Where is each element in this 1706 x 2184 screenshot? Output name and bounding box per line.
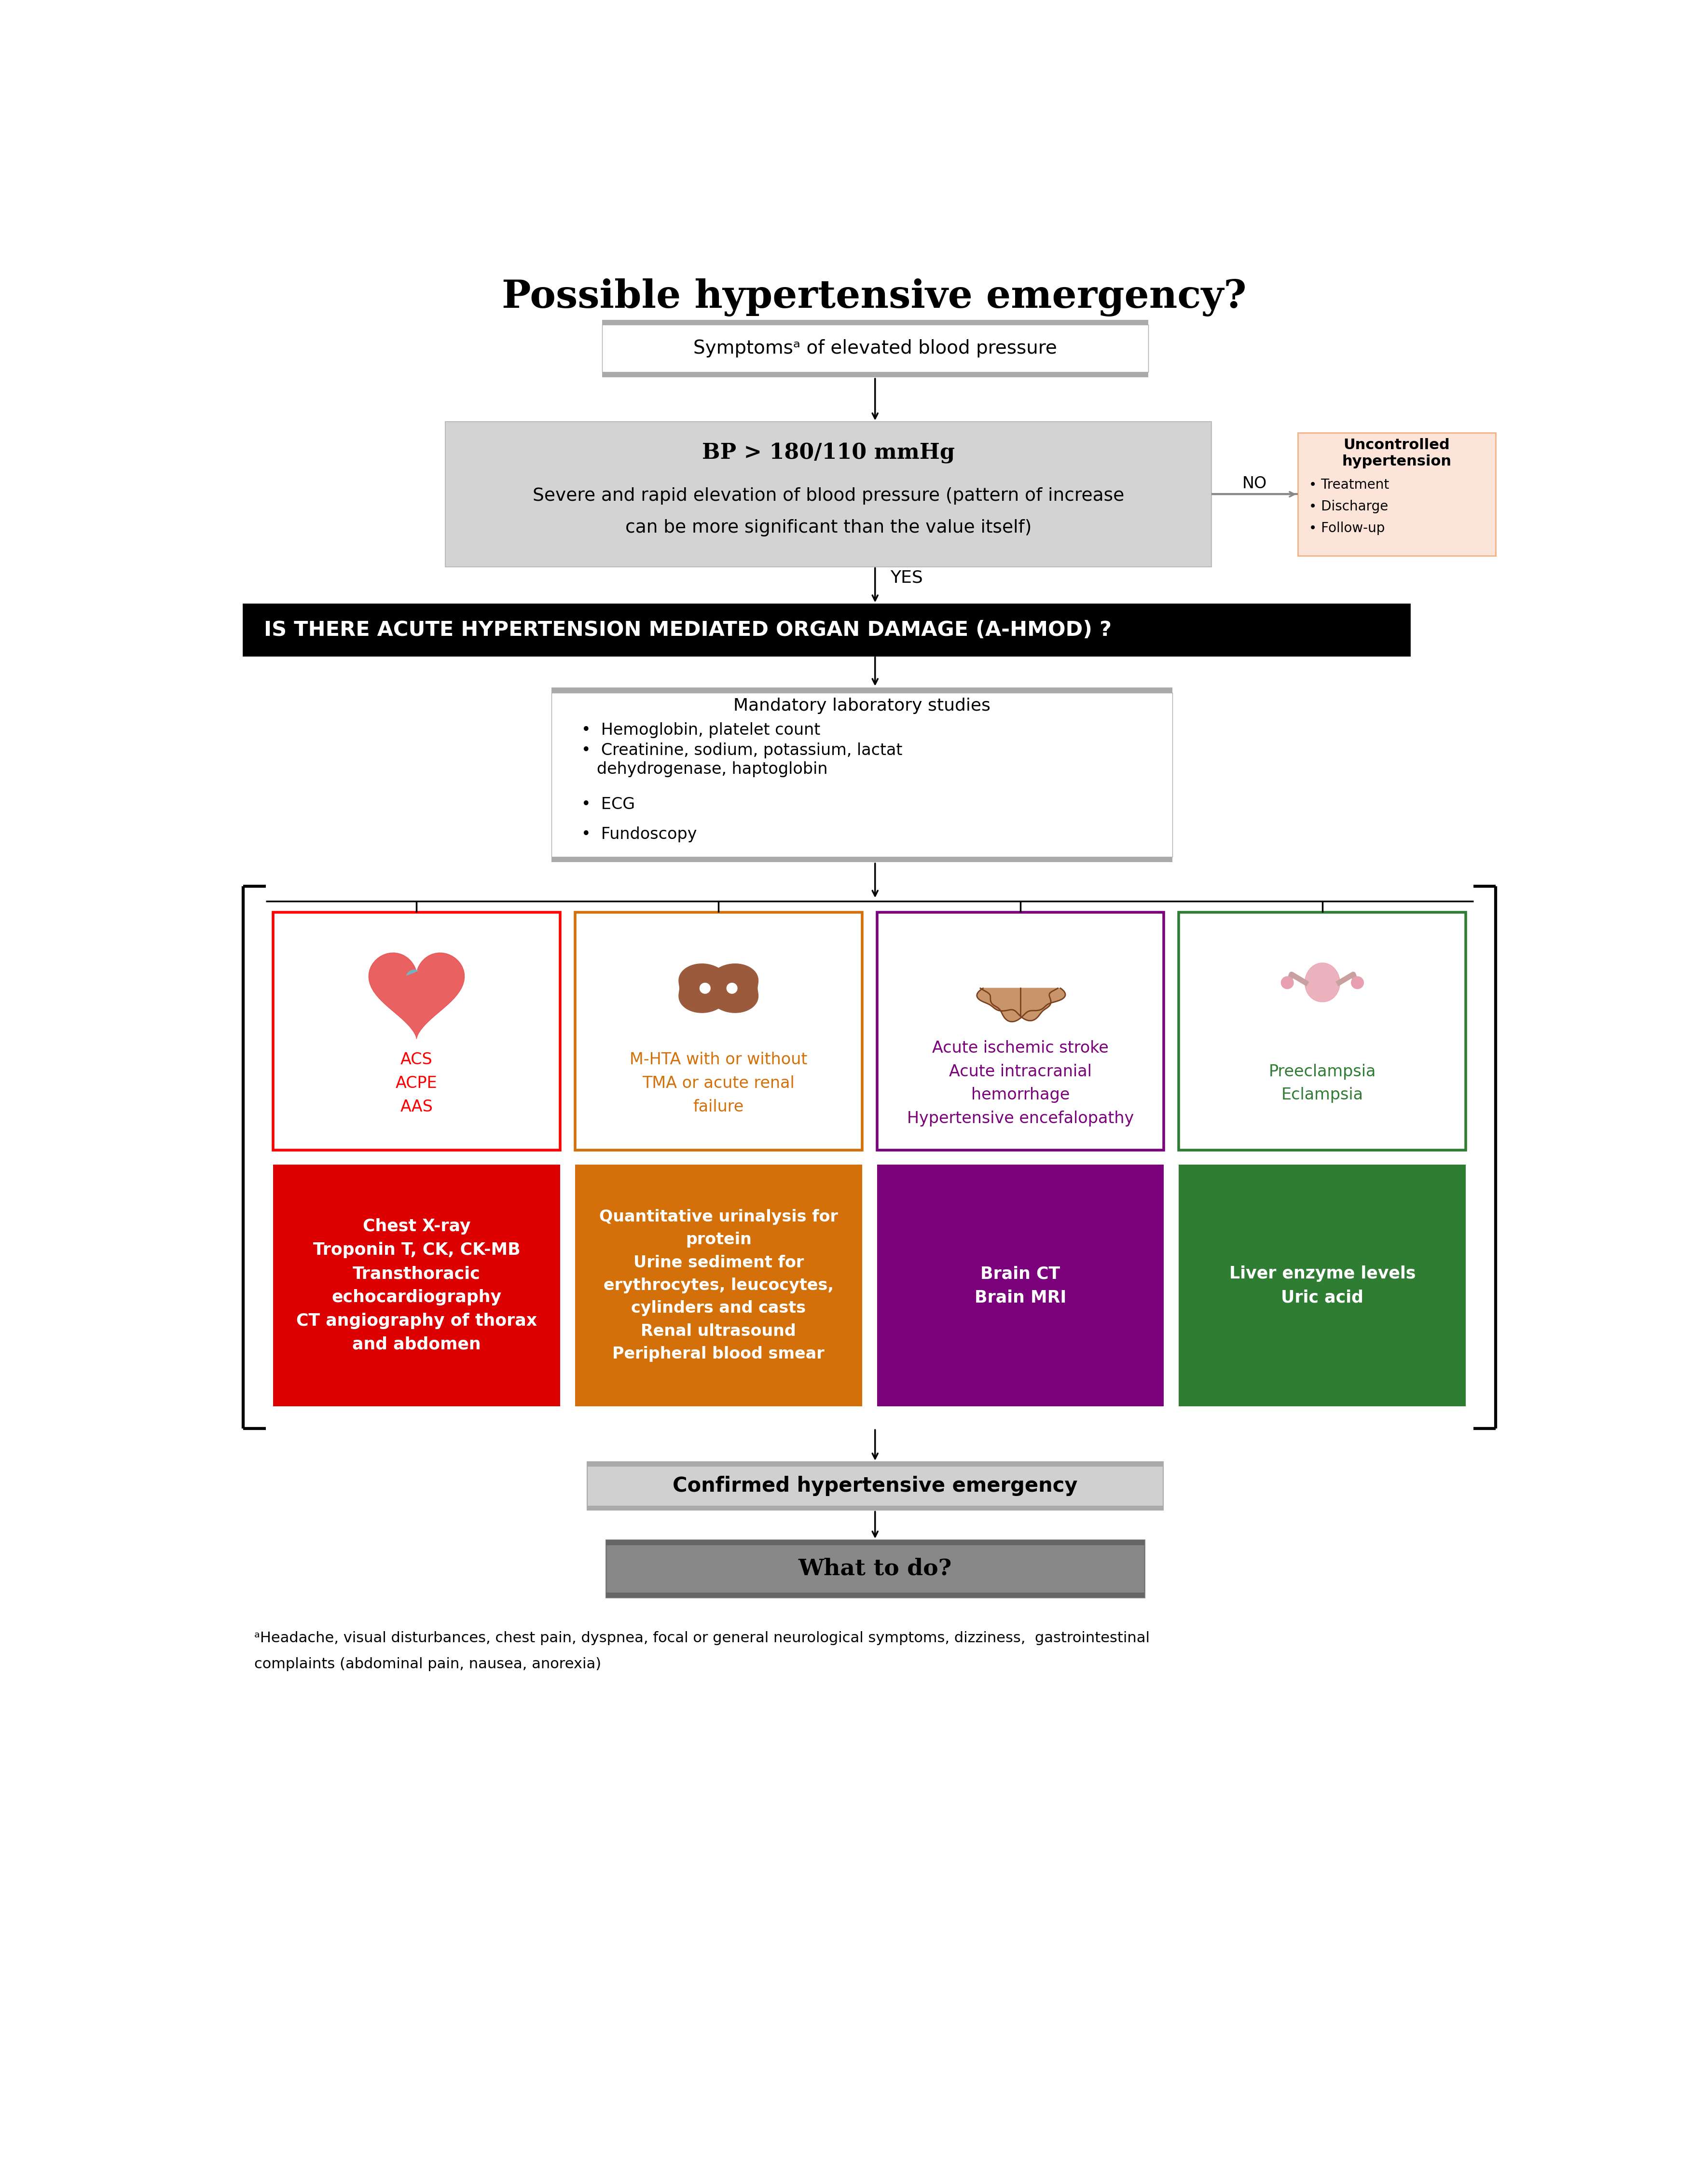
Text: • Follow-up: • Follow-up [1309, 522, 1385, 535]
Text: ACS
ACPE
AAS: ACS ACPE AAS [396, 1053, 437, 1114]
FancyBboxPatch shape [575, 913, 862, 1151]
FancyBboxPatch shape [1298, 432, 1496, 555]
Text: Confirmed hypertensive emergency: Confirmed hypertensive emergency [672, 1476, 1078, 1496]
Text: Severe and rapid elevation of blood pressure (pattern of increase: Severe and rapid elevation of blood pres… [532, 487, 1124, 505]
Text: Chest X-ray
Troponin T, CK, CK-MB
Transthoracic
echocardiography
CT angiography : Chest X-ray Troponin T, CK, CK-MB Transt… [297, 1219, 537, 1352]
Text: Brain CT
Brain MRI: Brain CT Brain MRI [974, 1265, 1066, 1306]
FancyBboxPatch shape [273, 913, 560, 1151]
Text: M-HTA with or without
TMA or acute renal
failure: M-HTA with or without TMA or acute renal… [630, 1053, 807, 1114]
FancyBboxPatch shape [602, 319, 1148, 325]
FancyBboxPatch shape [877, 1164, 1163, 1406]
FancyBboxPatch shape [244, 603, 1409, 655]
FancyBboxPatch shape [587, 1505, 1163, 1511]
Text: IS THERE ACUTE HYPERTENSION MEDIATED ORGAN DAMAGE (A-HMOD) ?: IS THERE ACUTE HYPERTENSION MEDIATED ORG… [264, 620, 1111, 640]
Text: can be more significant than the value itself): can be more significant than the value i… [624, 520, 1032, 537]
Text: •  Fundoscopy: • Fundoscopy [582, 826, 698, 843]
Text: Mandatory laboratory studies: Mandatory laboratory studies [734, 699, 991, 714]
FancyBboxPatch shape [1179, 1164, 1465, 1406]
Polygon shape [727, 983, 737, 994]
Text: YES: YES [891, 570, 923, 585]
FancyBboxPatch shape [587, 1461, 1163, 1511]
Text: •  ECG: • ECG [582, 797, 635, 812]
FancyBboxPatch shape [602, 325, 1148, 371]
Text: complaints (abdominal pain, nausea, anorexia): complaints (abdominal pain, nausea, anor… [254, 1658, 601, 1671]
Polygon shape [679, 963, 730, 1013]
FancyBboxPatch shape [273, 1164, 560, 1406]
FancyBboxPatch shape [575, 1164, 862, 1406]
Polygon shape [981, 987, 1065, 1022]
Text: ᵃHeadache, visual disturbances, chest pain, dyspnea, focal or general neurologic: ᵃHeadache, visual disturbances, chest pa… [254, 1631, 1150, 1645]
Text: • Treatment: • Treatment [1309, 478, 1389, 491]
FancyBboxPatch shape [602, 371, 1148, 378]
FancyBboxPatch shape [551, 688, 1172, 692]
FancyBboxPatch shape [606, 1540, 1145, 1544]
Text: • Discharge: • Discharge [1309, 500, 1389, 513]
Text: •  Hemoglobin, platelet count: • Hemoglobin, platelet count [582, 723, 821, 738]
FancyBboxPatch shape [877, 913, 1163, 1151]
FancyBboxPatch shape [606, 1540, 1145, 1597]
Polygon shape [1305, 963, 1339, 1002]
Text: What to do?: What to do? [798, 1557, 952, 1579]
Text: Quantitative urinalysis for
protein
Urine sediment for
erythrocytes, leucocytes,: Quantitative urinalysis for protein Urin… [599, 1210, 838, 1363]
Text: Uncontrolled
hypertension: Uncontrolled hypertension [1343, 439, 1452, 470]
Text: •  Creatinine, sodium, potassium, lactat
   dehydrogenase, haptoglobin: • Creatinine, sodium, potassium, lactat … [582, 743, 902, 778]
Text: Preeclampsia
Eclampsia: Preeclampsia Eclampsia [1269, 1064, 1377, 1103]
FancyBboxPatch shape [1179, 913, 1465, 1151]
Text: NO: NO [1242, 476, 1268, 491]
Text: Symptomsᵃ of elevated blood pressure: Symptomsᵃ of elevated blood pressure [693, 339, 1058, 358]
Polygon shape [406, 970, 418, 976]
Polygon shape [706, 963, 757, 1013]
Text: Liver enzyme levels
Uric acid: Liver enzyme levels Uric acid [1228, 1265, 1416, 1306]
Circle shape [1351, 976, 1363, 989]
Text: BP > 180/110 mmHg: BP > 180/110 mmHg [701, 443, 955, 463]
FancyBboxPatch shape [606, 1592, 1145, 1597]
FancyBboxPatch shape [551, 692, 1172, 856]
Polygon shape [978, 987, 1058, 1020]
Polygon shape [368, 952, 464, 1040]
FancyBboxPatch shape [445, 422, 1211, 566]
FancyBboxPatch shape [587, 1461, 1163, 1465]
FancyBboxPatch shape [551, 856, 1172, 863]
Circle shape [1281, 976, 1293, 989]
Text: Acute ischemic stroke
Acute intracranial
hemorrhage
Hypertensive encefalopathy: Acute ischemic stroke Acute intracranial… [908, 1040, 1134, 1127]
Polygon shape [699, 983, 710, 994]
Text: Possible hypertensive emergency?: Possible hypertensive emergency? [502, 277, 1247, 317]
